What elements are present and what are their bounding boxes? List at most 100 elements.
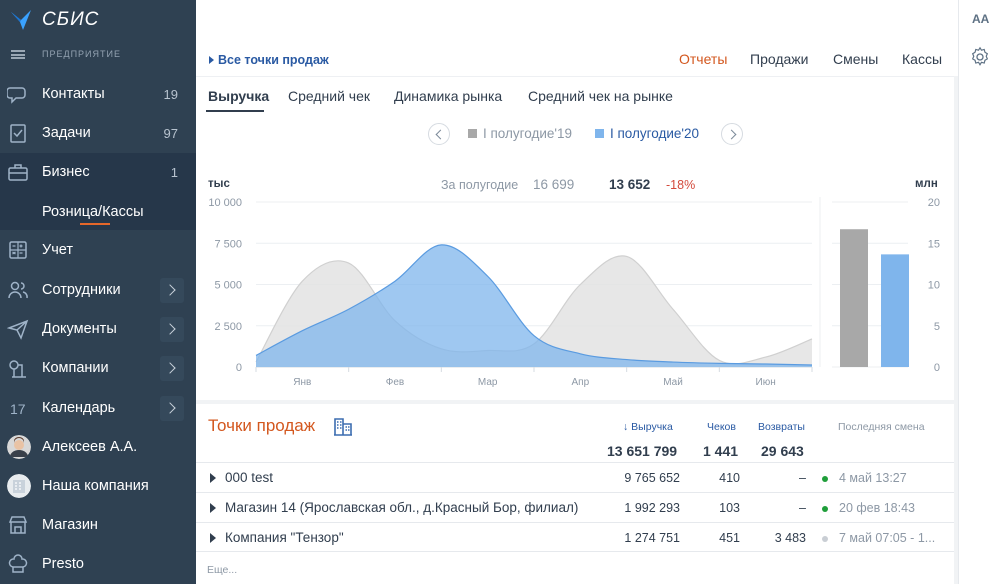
buildings-icon[interactable]: [332, 415, 354, 437]
total-returns: 29 643: [761, 443, 804, 459]
calculator-icon: [9, 241, 27, 259]
bar-y-tick-label: 10: [928, 280, 940, 292]
sidebar-item-calendar[interactable]: 17 Календарь: [0, 389, 196, 428]
sidebar-item-shop[interactable]: Магазин: [0, 506, 196, 545]
summary-caption: За полугодие: [441, 178, 519, 192]
total-checks: 1 441: [703, 443, 739, 459]
sidebar-item-user[interactable]: Алексеев А.А.: [0, 428, 196, 467]
send-icon: [7, 319, 29, 340]
legend-prev[interactable]: I полугодие'19: [468, 126, 572, 141]
sidebar-item-label: Алексеев А.А.: [42, 439, 138, 455]
briefcase-icon: [8, 164, 28, 181]
total-revenue: 13 651 799: [607, 443, 678, 459]
sidebar-subitem-label: Розница/Кассы: [42, 204, 144, 220]
row-returns: 3 483: [774, 531, 806, 545]
sidebar-item-companies[interactable]: Компании: [0, 349, 196, 388]
sidebar-item-label: Бизнес: [42, 164, 90, 180]
active-subtab-indicator: [206, 110, 264, 112]
logo[interactable]: СБИС: [0, 0, 196, 40]
sidebar-item-tasks[interactable]: Задачи 97: [0, 114, 196, 153]
legend-cur[interactable]: I полугодие'20: [595, 126, 699, 141]
expand-triangle-icon[interactable]: [210, 473, 216, 483]
summary-delta: -18%: [666, 178, 696, 192]
row-returns: –: [799, 501, 806, 515]
table-row[interactable]: Магазин 14 (Ярославская обл., д.Красный …: [196, 492, 954, 522]
sidebar-item-label: Сотрудники: [42, 282, 121, 298]
company-header[interactable]: ПРЕДПРИЯТИЕ: [0, 44, 196, 64]
subtab-avg-check[interactable]: Средний чек: [288, 88, 371, 104]
subtab-market-avg-check[interactable]: Средний чек на рынке: [528, 88, 673, 104]
row-revenue: 9 765 652: [624, 471, 680, 485]
more-link[interactable]: Еще...: [207, 564, 238, 576]
x-tick-label: Мар: [478, 377, 498, 388]
sidebar-item-label: Учет: [42, 242, 73, 258]
calendar-icon: 17: [10, 401, 26, 417]
series-cur-line: [255, 244, 813, 366]
bar-cur: [881, 254, 909, 367]
row-name: 000 test: [225, 470, 274, 485]
subtab-market-dynamics[interactable]: Динамика рынка: [394, 88, 503, 104]
sidebar-item-count: 97: [163, 126, 178, 141]
tab-sales[interactable]: Продажи: [750, 51, 809, 67]
x-tick-label: Июн: [756, 377, 776, 388]
page-header: Все точки продаж Отчеты Продажи Смены Ка…: [196, 0, 958, 76]
sidebar-item-label: Наша компания: [42, 478, 149, 494]
x-tick-label: Янв: [293, 377, 311, 388]
people-icon: [8, 281, 28, 299]
chef-hat-icon: [8, 554, 28, 573]
menu-burger-icon[interactable]: [11, 50, 25, 59]
table-row[interactable]: 000 test 9 765 652 410 – 4 май 13:27: [196, 462, 954, 492]
row-checks: 410: [719, 471, 740, 485]
column-returns[interactable]: Возвраты: [758, 421, 805, 433]
sidebar-item-contacts[interactable]: Контакты 19: [0, 75, 196, 114]
tab-registers[interactable]: Кассы: [902, 51, 943, 67]
legend-swatch: [595, 129, 604, 138]
font-size-icon[interactable]: AA: [972, 12, 990, 26]
row-name: Компания "Тензор": [225, 530, 344, 545]
expand-triangle-icon[interactable]: [210, 533, 216, 543]
gear-icon[interactable]: [969, 46, 991, 68]
legend-prev-label: I полугодие'19: [483, 126, 573, 141]
expand-arrow-icon[interactable]: [160, 278, 184, 303]
sidebar-item-label: Presto: [42, 556, 84, 572]
expand-arrow-icon[interactable]: [160, 356, 184, 381]
next-period-button[interactable]: [721, 123, 743, 145]
sidebar-item-documents[interactable]: Документы: [0, 310, 196, 349]
sidebar-item-label: Документы: [42, 321, 117, 337]
status-dot: [822, 536, 828, 542]
expand-triangle-icon[interactable]: [210, 503, 216, 513]
summary-cur-value: 13 652: [609, 177, 651, 192]
row-returns: –: [799, 471, 806, 485]
row-last-shift: 4 май 13:27: [839, 471, 907, 485]
expand-arrow-icon[interactable]: [160, 317, 184, 342]
sales-points-table: Точки продаж ↓ Выручка Чеков Возвраты По…: [196, 404, 954, 584]
sidebar-item-count: 19: [163, 87, 178, 102]
sidebar-item-business[interactable]: Бизнес 1: [0, 153, 196, 192]
subtab-revenue[interactable]: Выручка: [208, 88, 270, 104]
active-indicator: [80, 223, 110, 225]
sidebar-item-count: 1: [170, 165, 178, 180]
tab-shifts[interactable]: Смены: [833, 51, 879, 67]
tab-reports[interactable]: Отчеты: [679, 51, 728, 67]
all-points-link[interactable]: Все точки продаж: [209, 53, 329, 67]
sidebar-item-presto[interactable]: Presto: [0, 545, 196, 584]
sidebar-item-employees[interactable]: Сотрудники: [0, 271, 196, 310]
row-last-shift: 20 фев 18:43: [839, 501, 916, 515]
sidebar-item-label: Контакты: [42, 86, 105, 102]
company-caption: ПРЕДПРИЯТИЕ: [42, 49, 121, 59]
revenue-chart: 0 2 500 5 000 7 500 10 000 Янв Фев Мар Апр Май Июн…: [208, 197, 940, 388]
column-checks[interactable]: Чеков: [707, 421, 736, 433]
column-last-shift: Последняя смена: [838, 421, 925, 433]
table-row[interactable]: Компания "Тензор" 1 274 751 451 3 483 7 …: [196, 522, 954, 552]
summary-prev-value: 16 699: [533, 177, 575, 192]
expand-arrow-icon[interactable]: [160, 396, 184, 421]
sidebar-item-our-company[interactable]: Наша компания: [0, 467, 196, 506]
prev-period-button[interactable]: [428, 123, 450, 145]
sidebar-subitem-retail[interactable]: Розница/Кассы: [0, 192, 196, 230]
sbis-logo-icon: [11, 10, 31, 30]
x-tick-label: Май: [663, 377, 683, 388]
table-title: Точки продаж: [208, 416, 316, 435]
x-tick-label: Фев: [386, 377, 404, 388]
sidebar-item-accounting[interactable]: Учет: [0, 231, 196, 270]
column-revenue[interactable]: ↓ Выручка: [623, 421, 673, 433]
